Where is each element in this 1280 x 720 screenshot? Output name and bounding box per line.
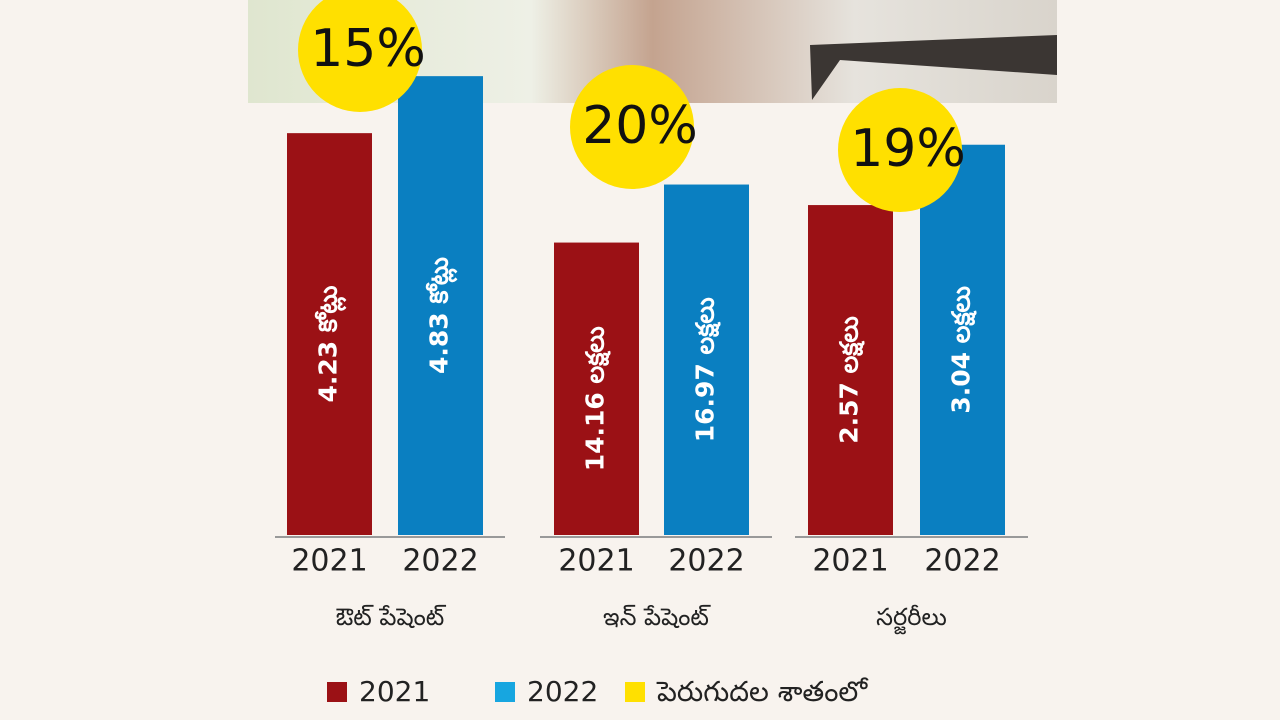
group-label: ఇన్ పేషెంట్ xyxy=(603,603,711,631)
legend-swatch xyxy=(625,682,645,702)
growth-circle xyxy=(570,65,694,189)
bar xyxy=(287,133,372,535)
bar xyxy=(398,76,483,536)
legend-swatch xyxy=(327,682,347,702)
value-label: 4.83 కోట్లు xyxy=(425,257,458,374)
x-tick-label: 2021 xyxy=(812,544,888,579)
value-label: 14.16 లక్షలు xyxy=(581,326,612,471)
value-label: 2.57 లక్షలు xyxy=(835,316,866,444)
growth-circle xyxy=(838,88,962,212)
value-label: 16.97 లక్షలు xyxy=(691,297,722,442)
x-tick-label: 2022 xyxy=(924,544,1000,579)
growth-label: 15% xyxy=(310,19,426,79)
value-label: 4.23 కోట్లు xyxy=(314,285,347,402)
bar xyxy=(664,184,749,536)
x-tick-label: 2021 xyxy=(558,544,634,579)
legend-swatch xyxy=(495,682,515,702)
group-label: ఔట్ పేషెంట్ xyxy=(336,603,447,631)
growth-label: 20% xyxy=(582,96,698,156)
x-tick-label: 2022 xyxy=(402,544,478,579)
bar xyxy=(808,205,893,535)
bar xyxy=(554,242,639,535)
growth-circle xyxy=(298,0,422,112)
photo-detail xyxy=(810,35,1057,100)
x-tick-label: 2022 xyxy=(668,544,744,579)
legend-label: 2022 xyxy=(527,675,598,708)
value-label: 3.04 లక్షలు xyxy=(947,286,978,414)
bar xyxy=(920,144,1005,535)
legend-label: పెరుగుదల శాతంలో xyxy=(656,675,869,708)
growth-label: 19% xyxy=(850,119,966,179)
legend-label: 2021 xyxy=(359,675,430,708)
x-tick-label: 2021 xyxy=(291,544,367,579)
group-label: సర్జరీలు xyxy=(876,603,947,635)
